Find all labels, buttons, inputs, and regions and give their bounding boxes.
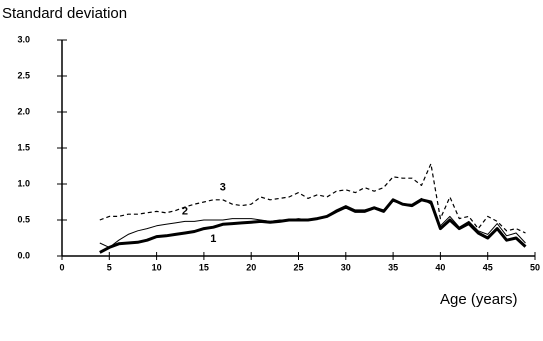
x-tick-label: 15: [199, 262, 209, 272]
x-tick-label: 50: [530, 262, 540, 272]
x-tick-label: 10: [152, 262, 162, 272]
y-tick-label: 0.0: [17, 250, 30, 260]
x-tick-label: 30: [341, 262, 351, 272]
y-tick-label: 2.0: [17, 106, 30, 116]
line-series: [99, 197, 526, 248]
y-axis-label: Standard deviation: [2, 5, 127, 22]
x-tick-label: 25: [293, 262, 303, 272]
x-tick-label: 0: [59, 262, 64, 272]
series-label: 1: [210, 233, 216, 245]
x-axis-label: Age (years): [440, 291, 518, 308]
series-label: 2: [182, 205, 188, 217]
series-label: 3: [220, 182, 226, 194]
y-tick-label: 2.5: [17, 70, 30, 80]
y-tick-label: 3.0: [17, 34, 30, 44]
x-tick-label: 35: [388, 262, 398, 272]
y-tick-label: 1.5: [17, 142, 30, 152]
x-tick-label: 45: [483, 262, 493, 272]
y-tick-label: 0.5: [17, 214, 30, 224]
x-tick-label: 5: [107, 262, 112, 272]
line-series: [99, 163, 526, 234]
x-tick-label: 20: [246, 262, 256, 272]
x-tick-label: 40: [435, 262, 445, 272]
y-tick-label: 1.0: [17, 178, 30, 188]
